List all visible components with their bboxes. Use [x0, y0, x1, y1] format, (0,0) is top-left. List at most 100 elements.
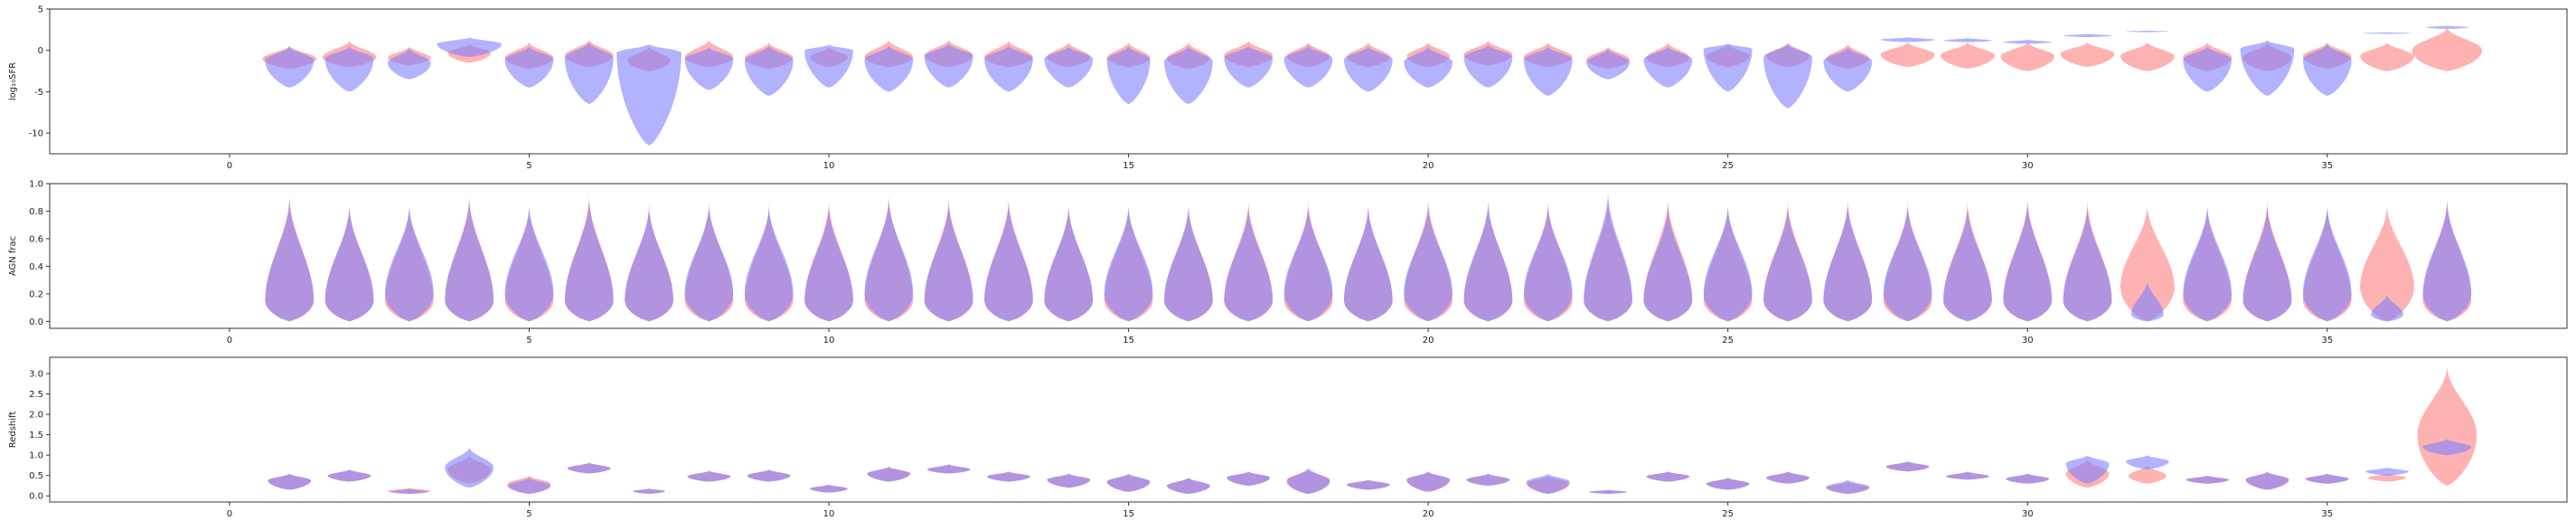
y-tick-label: -10	[29, 129, 43, 139]
violin-redshift-blue-27	[1826, 479, 1870, 494]
violin-agn-blue-24	[1643, 204, 1693, 322]
violin-agn-blue-30	[2003, 200, 2053, 322]
series-red	[268, 365, 2477, 494]
x-tick-label: 0	[227, 161, 232, 171]
violin-agn-red-36	[2360, 204, 2414, 322]
violin-sfr-blue-12	[924, 43, 973, 88]
y-tick-label: 0.0	[29, 492, 43, 502]
y-tick-label: 0.6	[29, 234, 43, 244]
x-tick-label: 30	[2022, 336, 2034, 346]
violin-redshift-blue-7	[633, 488, 665, 494]
violin-agn-blue-10	[804, 204, 853, 322]
violin-sfr-blue-6	[564, 42, 614, 105]
x-tick-label: 25	[1722, 161, 1734, 171]
violin-sfr-blue-35	[2302, 43, 2352, 96]
violin-agn-blue-19	[1344, 204, 1393, 322]
violin-sfr-blue-15	[1106, 46, 1151, 105]
violin-agn-red-32	[2120, 204, 2175, 322]
x-tick-label: 10	[823, 336, 835, 346]
violin-sfr-blue-1	[265, 46, 315, 88]
violin-redshift-blue-23	[1589, 489, 1627, 494]
violin-sfr-blue-16	[1164, 46, 1213, 105]
violin-agn-blue-1	[265, 197, 315, 322]
violin-agn-blue-29	[1943, 204, 1992, 322]
x-tick-label: 20	[1423, 161, 1434, 171]
x-tick-label: 35	[2321, 336, 2333, 346]
x-tick-label: 0	[227, 336, 232, 346]
violin-sfr-red-32	[2120, 42, 2175, 71]
violin-sfr-blue-7	[616, 44, 682, 146]
violin-redshift-blue-13	[987, 471, 1030, 482]
violin-redshift-blue-17	[1227, 471, 1271, 486]
violin-redshift-blue-10	[810, 484, 848, 493]
violin-agn-blue-23	[1584, 190, 1632, 322]
x-tick-label: 35	[2321, 161, 2333, 171]
violin-agn-blue-11	[864, 197, 914, 322]
violin-agn-blue-5	[504, 204, 554, 322]
y-tick-label: 2.0	[29, 411, 43, 421]
violin-sfr-blue-25	[1703, 43, 1753, 92]
axes-frame-agn	[49, 183, 2568, 329]
violin-sfr-blue-27	[1823, 47, 1873, 92]
violin-agn-blue-34	[2242, 204, 2292, 322]
violin-redshift-blue-25	[1706, 478, 1750, 490]
violin-agn-blue-4	[445, 197, 494, 322]
violin-redshift-red-36	[2368, 473, 2406, 482]
y-tick-label: 0.4	[29, 262, 43, 272]
violin-sfr-blue-29	[1943, 38, 1992, 43]
violin-sfr-blue-3	[388, 48, 431, 80]
violin-redshift-blue-33	[2186, 475, 2229, 484]
violin-sfr-blue-28	[1880, 37, 1935, 43]
violin-sfr-blue-13	[984, 45, 1033, 92]
violin-agn-blue-7	[625, 204, 673, 322]
violin-sfr-red-31	[2060, 42, 2115, 67]
violin-redshift-blue-28	[1885, 460, 1930, 472]
x-tick-label: 5	[526, 509, 531, 519]
violin-redshift-blue-30	[2006, 473, 2050, 484]
violin-sfr-blue-26	[1763, 43, 1812, 109]
y-tick-label: 3.0	[29, 370, 43, 380]
x-tick-label: 10	[823, 161, 835, 171]
series-blue	[265, 25, 2469, 146]
violin-agn-blue-15	[1104, 204, 1153, 322]
violin-redshift-blue-15	[1106, 473, 1151, 492]
violin-agn-blue-25	[1703, 204, 1753, 322]
y-axis-title-agn: AGN frac	[8, 236, 18, 276]
x-tick-label: 25	[1722, 509, 1734, 519]
violin-redshift-blue-9	[747, 469, 791, 482]
violin-redshift-blue-11	[867, 466, 911, 482]
violin-agn-blue-17	[1224, 204, 1273, 322]
violin-agn-blue-2	[324, 204, 374, 322]
violin-redshift-blue-37	[2422, 439, 2472, 456]
violin-sfr-blue-20	[1404, 46, 1453, 88]
violin-redshift-blue-18	[1286, 467, 1330, 494]
violin-agn-blue-12	[924, 200, 973, 322]
x-tick-label: 5	[526, 336, 531, 346]
violin-agn-blue-27	[1823, 200, 1873, 322]
violin-sfr-red-36	[2360, 42, 2414, 71]
violin-agn-blue-28	[1883, 204, 1932, 322]
violin-redshift-blue-34	[2245, 471, 2289, 490]
violin-redshift-red-37	[2417, 365, 2477, 486]
violin-sfr-blue-21	[1463, 44, 1513, 88]
violin-redshift-blue-3	[390, 488, 428, 494]
violin-redshift-blue-35	[2305, 473, 2349, 484]
violin-redshift-blue-2	[327, 469, 371, 482]
violin-redshift-blue-29	[1946, 471, 1989, 480]
panel-redshift: 0 5 10 15 20 25 30 35 0.0 0.5 1.0 1.5 2.0 2.5 3.0 Redsh…	[8, 356, 2568, 519]
violin-redshift-blue-24	[1646, 471, 1690, 482]
y-tick-label: 2.5	[29, 390, 43, 400]
violin-sfr-blue-10	[804, 44, 853, 88]
panel-sfr: 0 5 10 15 20 25 30 35 -10 -5 0 5 log₁₀SFR	[8, 5, 2568, 171]
y-tick-label: 0.8	[29, 207, 43, 217]
panel-agn: 0 5 10 15 20 25 30 35 0.0 0.2 0.4 0.6 0.8 1.0 AGN frac	[8, 180, 2568, 346]
x-tick-label: 30	[2022, 161, 2034, 171]
violin-redshift-blue-31	[2065, 455, 2110, 484]
series-blue	[265, 190, 2472, 322]
violin-redshift-blue-32	[2126, 455, 2169, 469]
violin-agn-blue-20	[1404, 204, 1453, 322]
x-tick-label: 25	[1722, 336, 1734, 346]
violin-redshift-blue-6	[567, 462, 611, 474]
y-tick-label: 0.2	[29, 289, 43, 299]
